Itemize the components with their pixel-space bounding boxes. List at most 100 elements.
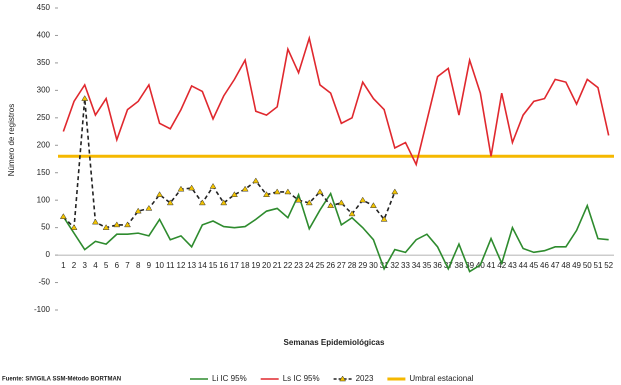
x-tick-label: 36 bbox=[433, 261, 442, 270]
series-marker bbox=[188, 184, 196, 191]
series-marker bbox=[166, 199, 174, 206]
x-tick-label: 17 bbox=[230, 261, 239, 270]
series-marker bbox=[380, 215, 388, 222]
series-marker bbox=[81, 95, 89, 101]
series-line bbox=[62, 35, 610, 167]
x-tick-label: 44 bbox=[519, 261, 528, 270]
y-tick-label: 100 bbox=[37, 195, 51, 204]
source: Fuente: SIVIGILA SSM-Método BORTMAN bbox=[2, 377, 121, 383]
series-marker bbox=[316, 188, 324, 195]
x-tick-label: 8 bbox=[136, 261, 141, 270]
x-tick-label: 26 bbox=[326, 261, 335, 270]
x-tick-label: 39 bbox=[465, 261, 474, 270]
x-tick-label: 31 bbox=[380, 261, 389, 270]
x-tick-label: 52 bbox=[604, 261, 613, 270]
series-marker bbox=[102, 224, 110, 230]
x-tick-label: 24 bbox=[305, 261, 314, 270]
x-tick-label: 9 bbox=[147, 261, 152, 270]
series-marker bbox=[284, 188, 292, 195]
series-marker bbox=[198, 199, 206, 206]
x-tick-label: 30 bbox=[369, 261, 378, 270]
series-marker bbox=[145, 204, 153, 211]
x-tick-label: 46 bbox=[540, 261, 549, 270]
series-marker bbox=[220, 199, 228, 206]
x-tick-label: 1 bbox=[61, 261, 66, 270]
x-tick-label: 27 bbox=[337, 261, 346, 270]
x-tick-label: 34 bbox=[412, 261, 421, 270]
series-marker bbox=[230, 191, 238, 197]
x-tick-label: 22 bbox=[283, 261, 292, 270]
y-tick-label: 250 bbox=[37, 113, 51, 122]
x-tick-label: 47 bbox=[551, 261, 560, 270]
series-marker bbox=[369, 202, 377, 208]
x-tick-label: 11 bbox=[166, 261, 175, 270]
x-tick-label: 42 bbox=[497, 261, 506, 270]
x-tick-label: 45 bbox=[529, 261, 538, 270]
y-tick-label: 150 bbox=[37, 168, 51, 177]
legend-label: 2023 bbox=[356, 374, 374, 383]
x-tick-label: 25 bbox=[316, 261, 325, 270]
y-tick-label: 0 bbox=[46, 250, 51, 259]
series-marker bbox=[241, 185, 249, 192]
x-tick-label: 2 bbox=[72, 261, 77, 270]
x-tick-label: 49 bbox=[572, 261, 581, 270]
y-tick-label: 450 bbox=[37, 3, 51, 12]
x-tick-label: 13 bbox=[187, 261, 196, 270]
x-tick-label: 37 bbox=[444, 261, 453, 270]
series-marker bbox=[305, 199, 313, 206]
x-tick-label: 51 bbox=[594, 261, 603, 270]
x-tick-label: 38 bbox=[455, 261, 464, 270]
y-tick-label: -100 bbox=[34, 305, 51, 314]
x-tick-label: 6 bbox=[115, 261, 120, 270]
x-tick-label: 32 bbox=[390, 261, 399, 270]
x-tick-label: 29 bbox=[358, 261, 367, 270]
series-marker bbox=[156, 191, 164, 197]
x-tick-label: 15 bbox=[209, 261, 218, 270]
y-tick-label: 350 bbox=[37, 58, 51, 67]
y-axis-label: Número de registros bbox=[7, 104, 16, 176]
legend-label: Li IC 95% bbox=[212, 374, 247, 383]
legend-label: Ls IC 95% bbox=[283, 374, 320, 383]
x-tick-label: 23 bbox=[294, 261, 303, 270]
series-marker bbox=[113, 221, 121, 228]
x-tick-label: 14 bbox=[198, 261, 207, 270]
x-tick-label: 48 bbox=[561, 261, 570, 270]
x-tick-label: 12 bbox=[177, 261, 186, 270]
series-marker bbox=[252, 177, 260, 184]
x-tick-label: 5 bbox=[104, 261, 109, 270]
x-tick-label: 35 bbox=[422, 261, 431, 270]
series-marker bbox=[124, 221, 131, 228]
y-tick-label: 300 bbox=[37, 85, 51, 94]
y-tick-label: 50 bbox=[41, 223, 50, 232]
legend-label: Umbral estacional bbox=[409, 374, 473, 383]
x-tick-label: 43 bbox=[508, 261, 517, 270]
series-marker bbox=[273, 188, 281, 195]
legend-marker bbox=[339, 375, 347, 382]
series-marker bbox=[59, 213, 67, 219]
series-marker bbox=[359, 196, 367, 203]
series-marker bbox=[209, 182, 217, 189]
series-marker bbox=[177, 185, 185, 192]
series-marker bbox=[337, 199, 345, 206]
series-marker bbox=[295, 196, 303, 203]
y-tick-label: 200 bbox=[37, 140, 51, 149]
x-tick-label: 50 bbox=[583, 261, 592, 270]
x-tick-label: 19 bbox=[251, 261, 260, 270]
x-tick-label: 4 bbox=[93, 261, 98, 270]
x-tick-label: 20 bbox=[262, 261, 271, 270]
series-marker bbox=[263, 191, 270, 197]
x-tick-label: 33 bbox=[401, 261, 410, 270]
series-marker bbox=[327, 202, 335, 208]
x-tick-label: 16 bbox=[219, 261, 228, 270]
x-tick-label: 7 bbox=[125, 261, 130, 270]
series-marker bbox=[91, 218, 99, 225]
y-tick-label: 400 bbox=[37, 31, 51, 40]
y-tick-label: -50 bbox=[38, 278, 50, 287]
x-tick-label: 21 bbox=[273, 261, 282, 270]
x-tick-label: 41 bbox=[487, 261, 496, 270]
series-line bbox=[62, 191, 609, 273]
x-axis-label: Semanas Epidemiológicas bbox=[284, 338, 385, 347]
series-marker bbox=[70, 224, 78, 230]
x-tick-label: 18 bbox=[241, 261, 250, 270]
